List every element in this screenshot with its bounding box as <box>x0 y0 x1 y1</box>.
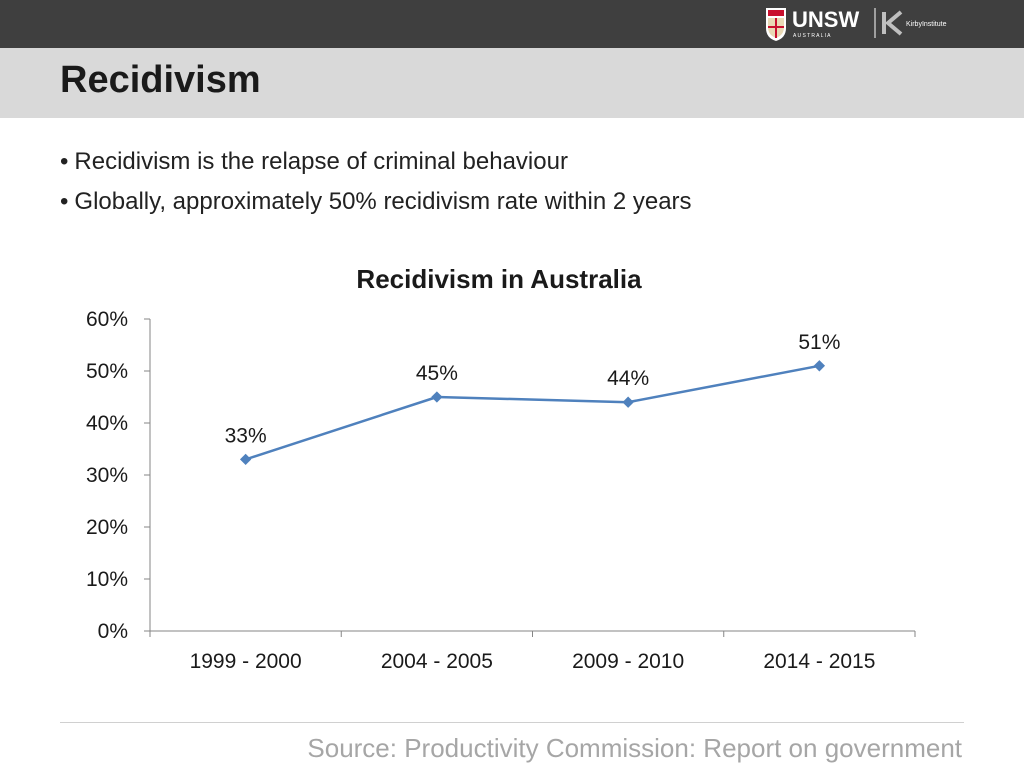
bullet-item: Globally, approximately 50% recidivism r… <box>60 182 691 222</box>
unsw-logo-subtext: A U S T R A L I A <box>793 33 831 39</box>
line-chart: Recidivism in Australia 0% 10% 20% 30% 40% 50… <box>86 264 916 673</box>
data-point <box>431 391 443 403</box>
x-tick-label: 2004 - 2005 <box>381 650 493 673</box>
x-tick-label: 2014 - 2015 <box>763 650 875 673</box>
header-bar: UNSW A U S T R A L I A KirbyInstitute <box>0 0 1024 48</box>
kirby-logo-text: KirbyInstitute <box>906 21 947 28</box>
data-label: 44% <box>607 367 649 390</box>
data-point <box>622 396 634 408</box>
y-tick-label: 40% <box>86 412 128 435</box>
title-band: Recidivism <box>0 48 1024 118</box>
kirby-institute-icon <box>882 10 903 36</box>
source-note: Source: Productivity Commission: Report … <box>307 733 962 763</box>
page-title: Recidivism <box>60 59 261 101</box>
unsw-crest-icon <box>766 8 786 41</box>
y-tick-label: 10% <box>86 568 128 591</box>
x-tick-label: 1999 - 2000 <box>190 650 302 673</box>
x-tick-label: 2009 - 2010 <box>572 650 684 673</box>
data-label: 33% <box>225 424 267 447</box>
chart-title: Recidivism in Australia <box>356 264 642 294</box>
data-label: 51% <box>798 331 840 354</box>
unsw-logo-text: UNSW <box>792 7 859 32</box>
footer-divider <box>60 722 964 723</box>
logo-group: UNSW A U S T R A L I A KirbyInstitute <box>766 7 947 41</box>
bullet-list: Recidivism is the relapse of criminal be… <box>60 142 692 222</box>
y-tick-label: 60% <box>86 308 128 331</box>
series-line <box>245 364 820 461</box>
bullet-item: Recidivism is the relapse of criminal be… <box>60 142 692 182</box>
data-label: 45% <box>416 362 458 385</box>
data-point <box>813 360 826 372</box>
y-tick-label: 30% <box>86 464 128 487</box>
data-point <box>239 453 252 466</box>
y-tick-label: 20% <box>86 516 128 539</box>
y-tick-label: 50% <box>86 360 128 383</box>
y-tick-label: 0% <box>98 620 128 643</box>
